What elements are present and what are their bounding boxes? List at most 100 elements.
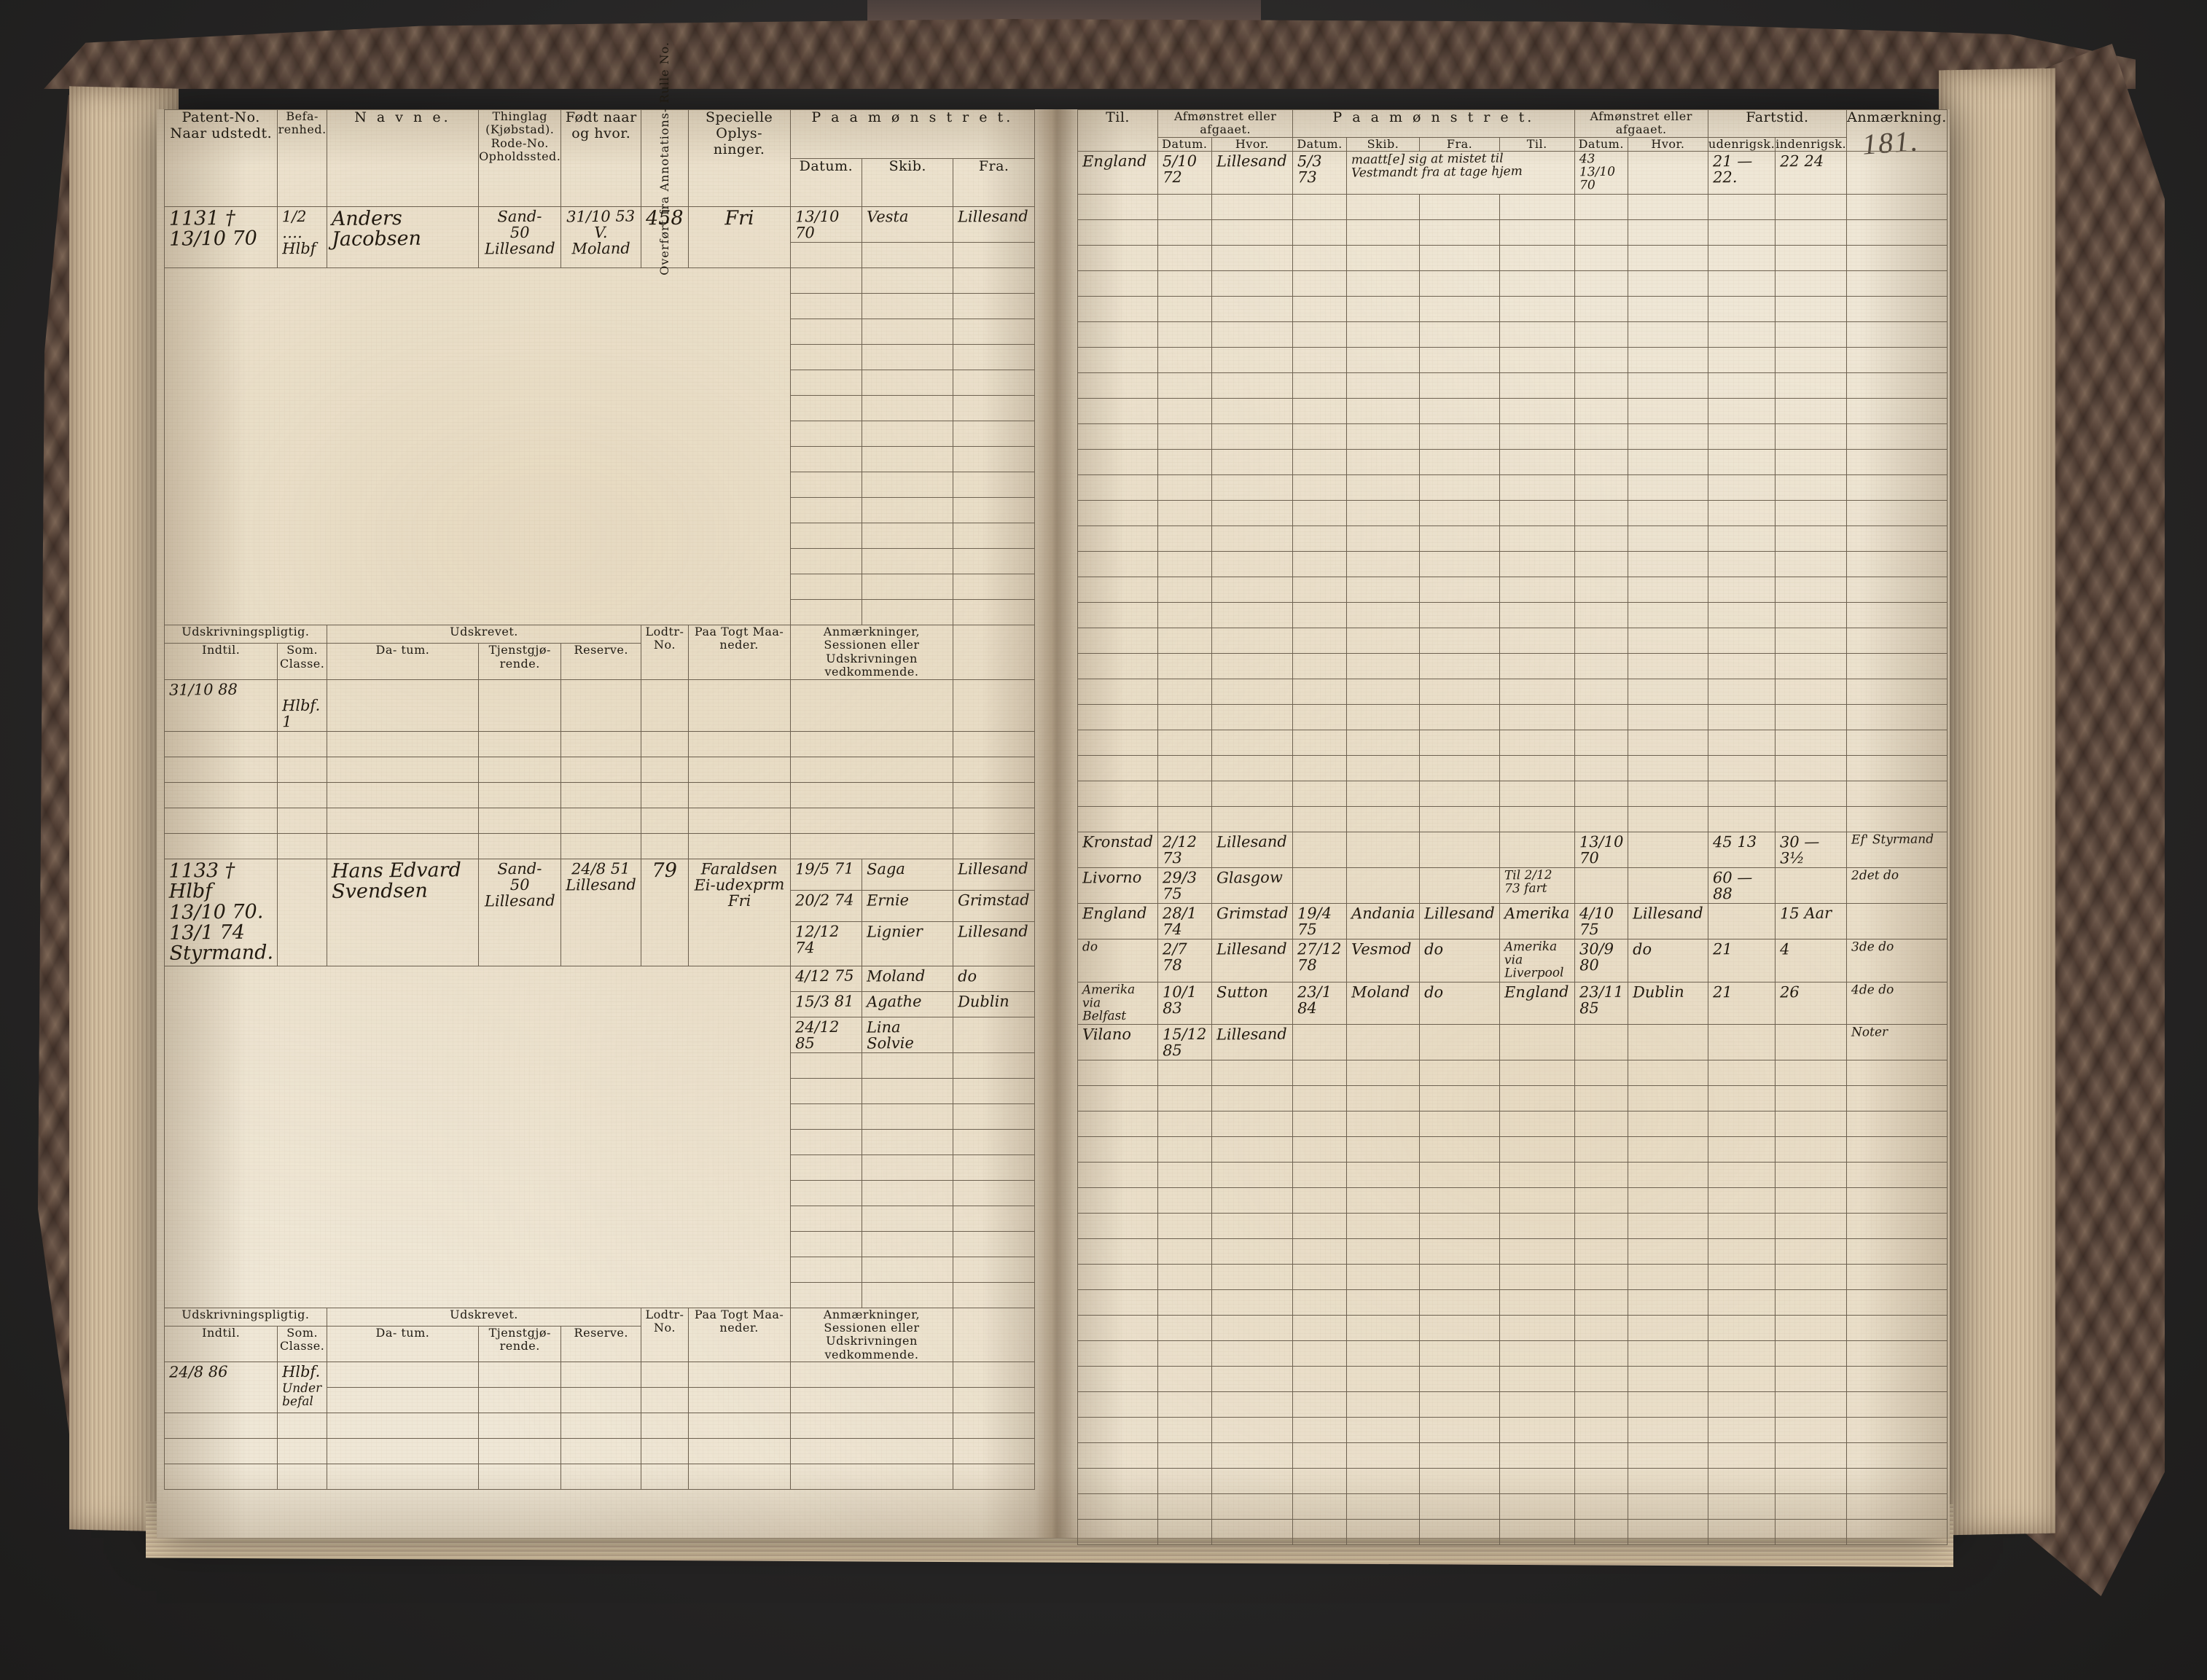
table-row: [1077, 1315, 1948, 1342]
cell-afm1-hvor: Lillesand: [1216, 832, 1287, 851]
right-header-row-1: Til. Afmønstret eller afgaaet. P a a m ø…: [1077, 109, 1948, 152]
cell-til: England: [1082, 152, 1147, 171]
table-row: [1077, 729, 1948, 756]
table-row: [1077, 270, 1948, 297]
cell-afm1-datum: 15/12 85: [1162, 1025, 1207, 1060]
cell-pa2-til: [1500, 832, 1574, 835]
cell-befarenhed: 1/2 …. Hlbf: [282, 207, 317, 258]
session-subheader-cols-2: Indtil. Som. Classe. Da- tum. Tjenstgjø-…: [163, 1325, 1035, 1363]
cell-afm2-hvor: [1628, 832, 1708, 835]
cell-afm1-datum: 5/10 72: [1162, 152, 1198, 187]
cell-pa2-til: England: [1504, 982, 1569, 1001]
subheader-som: Som.: [286, 1325, 319, 1340]
cell-specielle: Fri: [724, 206, 754, 230]
left-register-table: Patent-No. Naar udstedt. Befa- renhed. N…: [163, 42, 1036, 1490]
header-thinglag: Thinglag (Kjøbstad). Rode-No. Opholdsste…: [478, 109, 562, 207]
cell-session-note: Under befal: [282, 1380, 322, 1410]
cell-pa2-datum: 23/1 84: [1297, 982, 1332, 1017]
cell-til: do: [1082, 939, 1098, 955]
left-header-row-2: Datum. Skib. Fra.: [165, 157, 1035, 207]
table-row: [1077, 193, 1948, 220]
table-row: [165, 370, 1035, 396]
cell-anmaerkning: 2det do: [1851, 867, 1899, 883]
table-row: [1077, 1060, 1948, 1087]
cell-udenrigsk: 60 — 88: [1712, 868, 1753, 903]
page-edges-right: [1939, 68, 2055, 1536]
table-row: [1077, 525, 1948, 552]
header-patent-no: Patent-No. Naar udstedt.: [163, 109, 278, 207]
subheader-udskrevet: Udskrevet.: [326, 1307, 642, 1327]
cell-afm2-datum: 43 13/10 70: [1579, 152, 1615, 193]
table-row: [1077, 244, 1948, 271]
cell-indenrigsk: 4: [1780, 940, 1790, 958]
cell-session-indtil: 31/10 88: [168, 680, 238, 699]
cell-afm2-hvor: Dublin: [1632, 982, 1684, 1001]
cell-fodt: 31/10 53 V. Moland: [566, 207, 636, 258]
table-row: 4/12 75 Moland do: [164, 965, 1035, 1308]
cell-pa2-skib: Moland: [1351, 982, 1410, 1001]
cell-pa2-datum: [1293, 832, 1346, 835]
table-row: [165, 1052, 1035, 1079]
cell-session-classe: 1: [282, 712, 293, 731]
cell-pa2-datum: 27/12 78: [1297, 939, 1342, 974]
cell-session-indtil: 24/8 86: [168, 1363, 228, 1381]
table-row: [1077, 1111, 1948, 1138]
subheader-udskrivningspligtig: Udskrivningspligtig.: [164, 1307, 327, 1327]
table-row: [1077, 1493, 1948, 1520]
table-row: [1077, 219, 1948, 246]
cell-pa-skib: Vesta: [867, 207, 909, 226]
header-afmonstret-group-2: Afmønstret eller afgaaet.: [1574, 109, 1708, 138]
cell-afm2-hvor: [1628, 152, 1708, 155]
table-row: Amerika via Belfast 10/1 83 Sutton 23/1 …: [1077, 981, 1948, 1025]
table-row: [1077, 1162, 1948, 1189]
cell-pa-fra: [953, 1017, 1034, 1020]
table-row: [1077, 1187, 1948, 1214]
table-row: [163, 1438, 1035, 1465]
cell-til: Livorno: [1082, 868, 1142, 887]
cell-til: Vilano: [1082, 1025, 1132, 1044]
cell-pa-datum: 24/12 85: [794, 1017, 840, 1052]
cell-session-som: Hlbf.: [282, 1362, 321, 1381]
subheader-reserve: Reserve.: [560, 1325, 642, 1363]
cell-udenrigsk: 21: [1712, 982, 1733, 1001]
cell-pa2-skib: Andania: [1351, 904, 1415, 923]
header-fodt: Født naar og hvor.: [560, 109, 642, 207]
cell-pa2-fra: Lillesand: [1424, 904, 1496, 923]
table-row: [1077, 372, 1948, 399]
table-row: [165, 446, 1035, 473]
table-row: [1077, 397, 1948, 424]
cell-afm1-hvor: Sutton: [1216, 982, 1268, 1001]
table-row: 20/2 74 Ernie Grimstad: [165, 889, 1035, 923]
table-row: [165, 319, 1035, 345]
header-fartstid-group: Fartstid.: [1707, 109, 1848, 138]
subheader-tjenstgjorende: Tjenstgjø- rende.: [478, 1325, 562, 1363]
subheader-tjenstgjorende: Tjenstgjø- rende.: [478, 643, 562, 680]
table-row: [163, 807, 1035, 834]
table-row: [1077, 1085, 1948, 1112]
table-row: do 2/7 78 Lillesand 27/12 78 Vesmod do A…: [1077, 938, 1948, 982]
table-row: [163, 1413, 1035, 1439]
cell-pa2-fra: [1420, 867, 1499, 871]
header-pa2-datum: Datum.: [1292, 136, 1347, 152]
cell-indenrigsk: 22 24: [1780, 152, 1824, 171]
cell-afm1-hvor: Lillesand: [1216, 939, 1287, 958]
cell-afm2-hvor: do: [1632, 940, 1652, 958]
subheader-paa-togt: Paa Togt Maa- neder.: [687, 1307, 791, 1363]
cell-afm2-hvor: Lillesand: [1632, 904, 1703, 923]
cell-til: Kronstad: [1082, 832, 1154, 851]
header-pa2-til: Til.: [1499, 136, 1575, 152]
table-row: [165, 242, 1035, 269]
cell-session-som: Hlbf.: [282, 696, 321, 714]
cell-afm1-hvor: Lillesand: [1216, 152, 1287, 171]
table-row: 1133 † Hlbf 13/10 70. 13/1 74 Styrmand. …: [163, 858, 1035, 966]
subheader-som-classe: Som. Classe.: [277, 1325, 327, 1363]
table-row: [1077, 1468, 1948, 1495]
table-row: [165, 1103, 1035, 1130]
cell-anmaerkning: 4de do: [1851, 982, 1894, 998]
table-row: [1077, 474, 1948, 501]
cell-pa2-skib: [1347, 867, 1419, 871]
cell-pa-datum: 13/10 70: [794, 207, 840, 242]
subheader-classe: Classe.: [279, 656, 325, 671]
header-paamonstret-group: P a a m ø n s t r e t.: [789, 109, 1036, 159]
table-row: [1077, 754, 1948, 781]
